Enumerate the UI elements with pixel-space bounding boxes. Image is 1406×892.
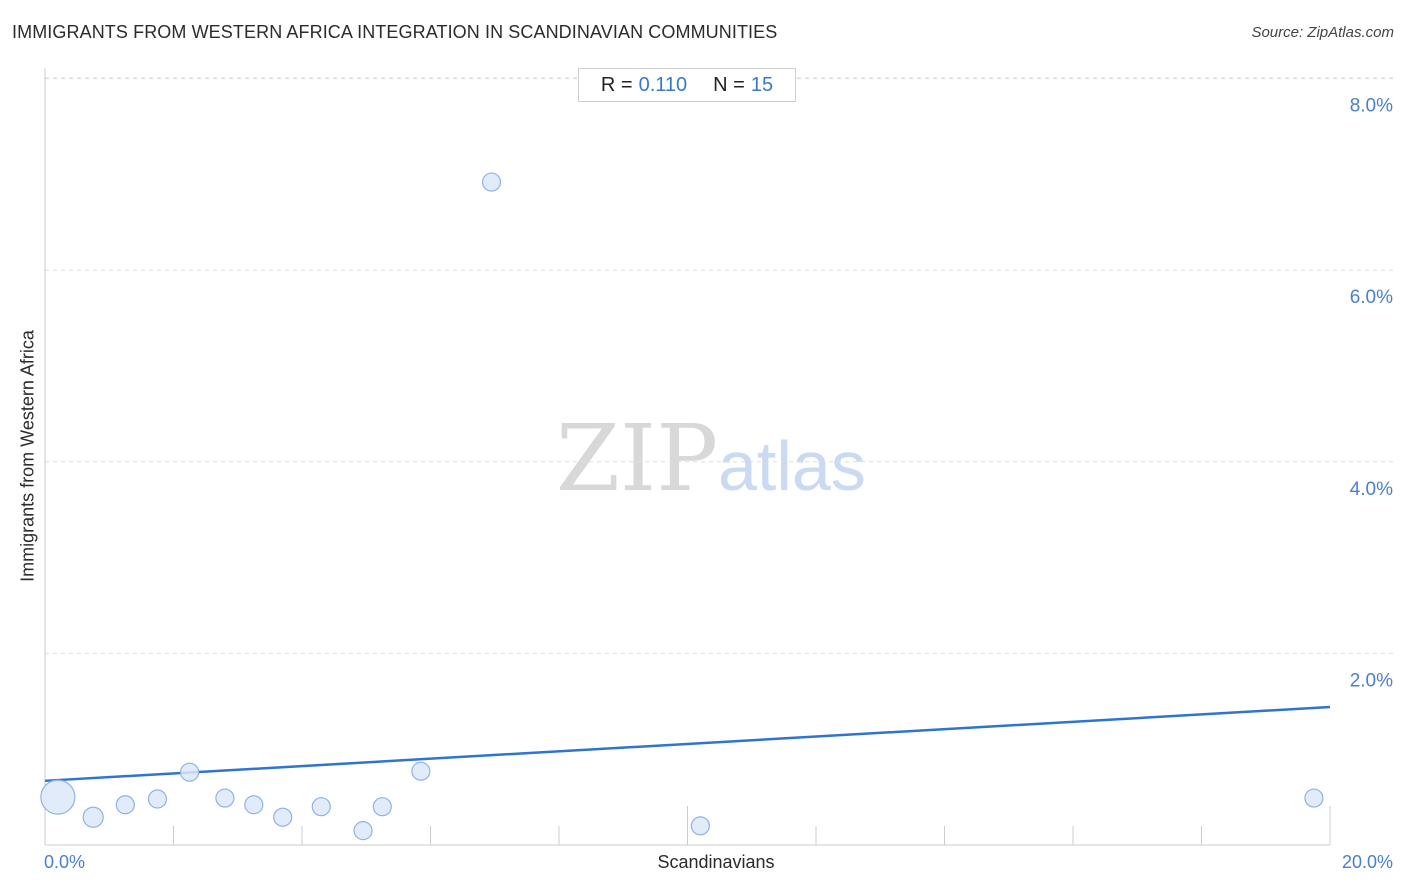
y-tick-label: 6.0% (1350, 287, 1393, 308)
trend-line-group (44, 705, 1331, 783)
scatter-point (147, 789, 168, 809)
scatter-point (82, 806, 104, 828)
scatter-point (353, 821, 373, 841)
scatter-point (179, 762, 200, 782)
grid-lines (45, 77, 1395, 654)
x-axis-label: Scandinavians (657, 852, 775, 872)
chart-title: IMMIGRANTS FROM WESTERN AFRICA INTEGRATI… (12, 22, 778, 42)
y-tick-label: 8.0% (1350, 96, 1393, 117)
r-value: 0.110 (638, 73, 688, 96)
scatter-point (690, 816, 710, 836)
source-credit: Source: ZipAtlas.com (1251, 24, 1394, 41)
r-label: R = (600, 73, 633, 96)
x-tick-label-max: 20.0% (1341, 852, 1393, 872)
scatter-point (244, 795, 264, 815)
scatter-point (215, 788, 235, 808)
scatter-point (481, 172, 502, 192)
scatter-point (311, 797, 331, 817)
scatter-point (115, 795, 135, 815)
x-tick-label-min: 0.0% (44, 852, 86, 872)
scatter-point (372, 797, 392, 817)
watermark-atlas-text: atlas (718, 427, 866, 505)
scatter-point (1304, 788, 1324, 808)
trend-line (44, 705, 1331, 783)
correlation-stats-box: R = 0.110 N = 15 (578, 68, 796, 102)
y-axis-label: Immigrants from Western Africa (17, 330, 38, 582)
y-tick-label: 2.0% (1350, 670, 1393, 691)
scatter-point (411, 761, 431, 781)
data-points (40, 172, 1324, 841)
n-value: 15 (750, 73, 774, 96)
n-label: N = (713, 73, 745, 96)
watermark-zip-text: ZIP (556, 405, 718, 512)
y-tick-labels: 2.0% 4.0% 6.0% 8.0% (1350, 96, 1393, 692)
scatter-point (40, 779, 76, 815)
axes (44, 68, 1331, 846)
scatter-point (273, 807, 293, 827)
watermark: ZIP atlas (556, 405, 866, 512)
y-tick-label: 4.0% (1350, 479, 1393, 500)
